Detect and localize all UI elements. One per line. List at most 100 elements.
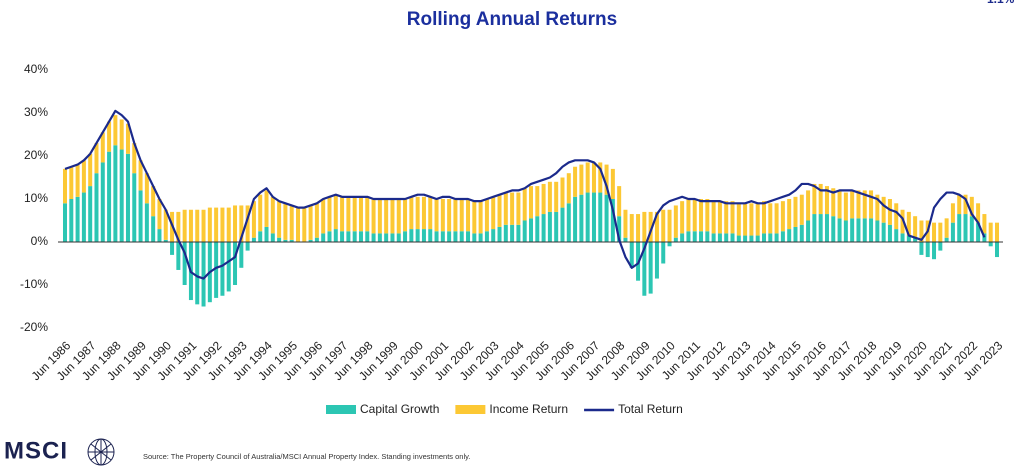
bar — [195, 209, 200, 242]
bar — [736, 235, 741, 242]
bar — [831, 216, 836, 242]
bar — [957, 194, 962, 215]
y-tick-label: 30% — [24, 105, 48, 119]
bar — [365, 231, 370, 242]
bar — [604, 164, 609, 195]
bar — [894, 203, 899, 230]
bar — [780, 231, 785, 242]
bar — [692, 231, 697, 242]
legend-swatch — [326, 405, 356, 414]
bar — [661, 209, 666, 242]
bar — [692, 199, 697, 232]
bar — [642, 242, 647, 296]
bar — [560, 207, 565, 242]
bar — [119, 149, 124, 242]
bar — [843, 220, 848, 242]
bar — [497, 194, 502, 227]
bar — [610, 168, 615, 199]
bar — [906, 211, 911, 236]
bar — [642, 211, 647, 242]
bar — [736, 203, 741, 236]
bar — [484, 231, 489, 242]
bar — [541, 183, 546, 215]
bar — [673, 237, 678, 242]
bar — [648, 211, 653, 242]
bar — [938, 242, 943, 251]
bar — [88, 186, 93, 242]
bar — [472, 233, 477, 242]
bar — [503, 192, 508, 225]
bar — [81, 192, 86, 242]
bar — [428, 229, 433, 242]
bar — [711, 201, 716, 234]
bar — [264, 226, 269, 242]
bar — [724, 201, 729, 234]
bar — [585, 192, 590, 242]
bar — [623, 209, 628, 238]
bar — [541, 214, 546, 242]
bar — [774, 203, 779, 234]
bar — [516, 224, 521, 242]
bar — [932, 222, 937, 242]
bar — [245, 242, 250, 251]
bar — [377, 199, 382, 234]
bar — [724, 233, 729, 242]
y-tick-label: 20% — [24, 148, 48, 162]
logo-globe — [87, 438, 115, 466]
bar — [107, 151, 112, 242]
bar — [566, 173, 571, 204]
bar — [157, 199, 162, 230]
total-line — [64, 109, 986, 280]
bar — [491, 196, 496, 230]
bar — [107, 121, 112, 152]
bar — [63, 168, 67, 204]
bar — [371, 233, 376, 242]
bar — [132, 173, 137, 242]
bar — [163, 209, 168, 240]
bar — [680, 233, 685, 242]
bar — [113, 145, 118, 242]
bar — [226, 242, 231, 292]
bar — [566, 203, 571, 242]
bar — [818, 214, 823, 242]
bar — [535, 186, 540, 217]
bar — [270, 233, 275, 242]
bar — [377, 233, 382, 242]
bar — [201, 242, 206, 307]
bar — [585, 162, 590, 193]
bar — [176, 211, 181, 242]
bar — [529, 186, 533, 219]
bar — [371, 199, 376, 234]
bar — [850, 218, 855, 242]
bar — [403, 199, 408, 232]
bar — [510, 192, 515, 225]
bar — [591, 162, 596, 193]
bar — [743, 203, 748, 236]
bar — [226, 207, 231, 242]
bar — [233, 205, 238, 242]
bar — [390, 199, 395, 234]
bar — [711, 233, 716, 242]
bar — [995, 222, 999, 242]
bar — [906, 235, 911, 242]
y-tick-label: 40% — [24, 62, 48, 76]
bar — [755, 203, 760, 236]
bar — [220, 207, 225, 242]
bar — [491, 229, 496, 242]
bar — [963, 214, 968, 242]
bar — [415, 196, 420, 230]
bar — [686, 199, 691, 232]
bar — [673, 205, 678, 238]
bar — [138, 160, 143, 191]
logo: MSCI — [4, 437, 68, 464]
source-note: Source: The Property Council of Australi… — [143, 452, 470, 461]
bar — [384, 233, 389, 242]
y-tick-label: 10% — [24, 191, 48, 205]
bar — [333, 229, 338, 242]
bar — [988, 222, 993, 242]
bar — [440, 199, 445, 232]
bar — [340, 196, 345, 232]
bar — [875, 194, 880, 221]
bar — [277, 237, 282, 242]
bar — [887, 199, 892, 225]
